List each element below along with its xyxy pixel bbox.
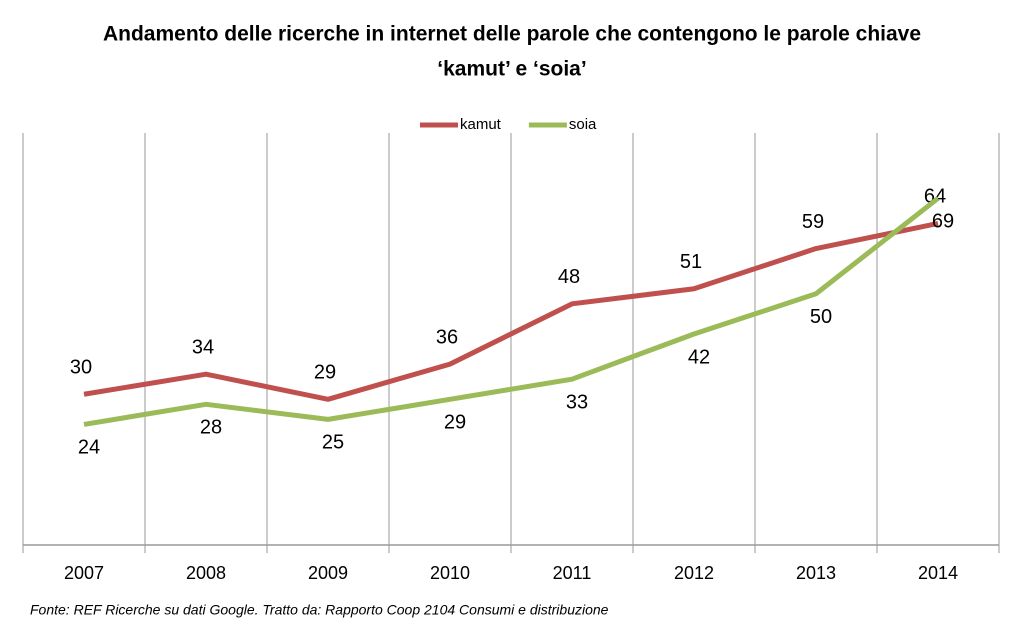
data-label: 48 <box>558 266 580 288</box>
data-label: 51 <box>680 251 702 273</box>
data-label: 25 <box>322 432 344 454</box>
data-label: 59 <box>802 211 824 233</box>
data-label: 29 <box>314 362 336 384</box>
line-series <box>83 220 939 402</box>
source-note: Fonte: REF Ricerche su dati Google. Trat… <box>30 602 609 618</box>
data-label: 30 <box>70 357 92 379</box>
data-label: 69 <box>932 211 954 233</box>
legend-label: soia <box>569 116 597 133</box>
x-tick-label: 2010 <box>430 563 470 583</box>
x-tick-label: 2011 <box>553 563 592 583</box>
x-tick-label: 2013 <box>796 563 836 583</box>
x-tick-label: 2007 <box>64 563 104 583</box>
data-label: 29 <box>444 412 466 434</box>
data-label: 42 <box>688 346 710 368</box>
legend-label: kamut <box>460 116 502 133</box>
data-label: 33 <box>566 391 588 413</box>
chart-title: Andamento delle ricerche in internet del… <box>103 23 921 46</box>
data-label: 28 <box>200 417 222 439</box>
chart-title: ‘kamut’ e ‘soia’ <box>437 58 586 81</box>
data-label: 24 <box>78 437 100 459</box>
x-tick-label: 2014 <box>918 563 958 583</box>
data-label: 34 <box>192 336 214 358</box>
data-label: 36 <box>436 326 458 348</box>
x-tick-label: 2008 <box>186 563 226 583</box>
line-series <box>83 196 940 427</box>
x-tick-label: 2009 <box>308 563 348 583</box>
data-label: 50 <box>810 306 832 328</box>
x-tick-label: 2012 <box>674 563 714 583</box>
